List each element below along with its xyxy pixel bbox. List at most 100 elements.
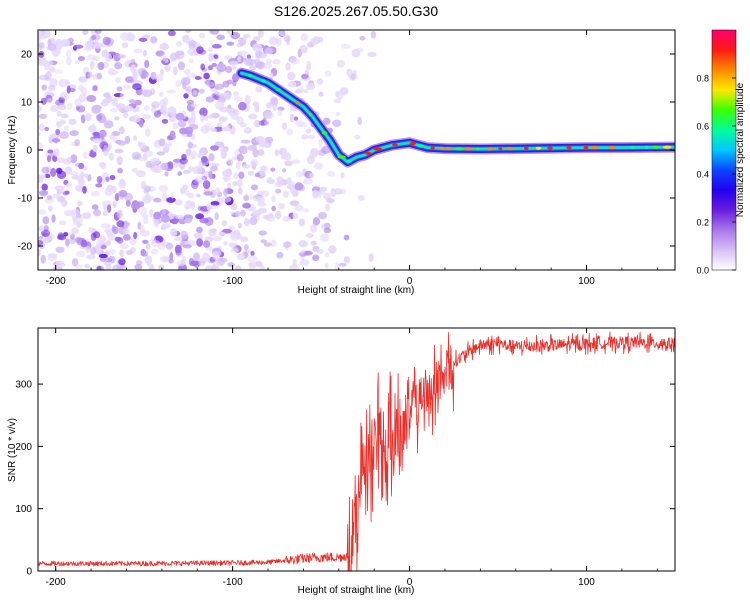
spectrogram-noise-blob: [299, 259, 310, 266]
spectrogram-x-tick-label: 0: [407, 276, 413, 287]
snr-y-tick-label: 100: [15, 504, 32, 515]
snr-x-tick-label: 100: [578, 577, 595, 588]
spectrogram-noise-blob: [161, 214, 170, 223]
spectrogram-noise-blob: [193, 232, 202, 238]
spectrogram-noise-blob: [158, 184, 169, 192]
spectrogram-noise-blob: [251, 184, 258, 191]
spectrogram-noise-blob: [208, 170, 213, 180]
spectrogram-noise-blob: [309, 172, 315, 179]
colorbar-tick-label: 0.6: [696, 122, 709, 132]
spectrogram-noise-blob: [214, 212, 219, 221]
spectrogram-noise-blob: [283, 241, 292, 249]
spectrogram-noise-blob: [54, 69, 63, 74]
spectrogram-noise-blob: [166, 89, 177, 94]
spectrogram-noise-blob: [71, 227, 79, 235]
spectrogram-noise-blob: [333, 98, 342, 104]
spectrogram-noise-blob: [183, 203, 192, 210]
spectrogram-noise-blob: [38, 132, 42, 137]
spectrogram-noise-blob: [47, 43, 57, 52]
spectrogram-noise-blob: [270, 239, 277, 247]
spectrogram-noise-blob: [82, 30, 89, 36]
spectrogram-noise-blob: [48, 84, 56, 91]
spectrogram-noise-blob: [264, 112, 275, 119]
spectrogram-signal-peak: [444, 147, 453, 151]
spectrogram-noise-blob: [71, 258, 79, 267]
spectrogram-noise-blob: [66, 85, 71, 94]
spectrogram-noise-blob: [159, 43, 170, 50]
spectrogram-noise-blob: [285, 62, 291, 71]
spectrogram-noise-blob: [123, 111, 129, 119]
spectrogram-noise-blob: [173, 236, 182, 242]
spectrogram-noise-blob: [105, 176, 110, 182]
spectrogram-noise-blob: [204, 123, 213, 131]
spectrogram-signal-peak: [455, 147, 464, 151]
spectrogram-noise-blob: [280, 154, 288, 160]
spectrogram-noise-blob: [47, 98, 53, 104]
spectrogram-signal-peak: [275, 88, 281, 92]
spectrogram-noise-blob: [242, 202, 251, 209]
spectrogram-noise-blob: [158, 264, 165, 270]
spectrogram-noise-blob: [177, 120, 187, 128]
spectrogram-noise-blob: [191, 110, 196, 116]
spectrogram-noise-blob: [210, 145, 219, 151]
spectrogram-noise-blob: [161, 223, 172, 229]
spectrogram-noise-blob: [299, 122, 308, 128]
spectrogram-noise-blob: [123, 105, 134, 112]
spectrogram-noise-blob: [227, 158, 234, 165]
spectrogram-noise-blob: [159, 255, 170, 263]
spectrogram-noise-blob: [249, 216, 258, 226]
spectrogram-noise-blob: [116, 86, 123, 92]
spectrogram-noise-blob: [130, 33, 136, 40]
spectrogram-noise-blob: [104, 53, 113, 62]
spectrogram-noise-blob: [183, 93, 189, 99]
spectrogram-noise-blob: [151, 101, 160, 109]
spectrogram-noise-blob: [291, 159, 301, 164]
spectrogram-noise-blob: [208, 65, 213, 71]
spectrogram-noise-blob: [289, 200, 300, 207]
spectrogram-noise-blob: [172, 66, 178, 76]
spectrogram-noise-blob: [114, 116, 120, 121]
spectrogram-noise-blob: [93, 42, 103, 49]
spectrogram-noise-blob: [258, 140, 269, 148]
spectrogram-noise-blob: [76, 213, 82, 218]
spectrogram-noise-blob: [165, 242, 174, 250]
spectrogram-noise-blob: [182, 81, 187, 90]
spectrogram-noise-blob: [96, 72, 103, 80]
spectrogram-noise-blob: [260, 165, 267, 171]
spectrogram-noise-blob: [287, 71, 296, 81]
spectrogram-noise-blob: [268, 36, 279, 45]
spectrogram-noise-blob: [231, 65, 237, 70]
spectrogram-noise-blob: [47, 252, 58, 262]
spectrogram-noise-blob: [59, 91, 67, 99]
spectrogram-noise-blob: [205, 96, 215, 103]
spectrogram-noise-blob: [190, 103, 198, 108]
spectrogram-signal-peak: [308, 112, 312, 116]
spectrogram-noise-blob: [252, 101, 259, 107]
spectrogram-noise-blob: [310, 240, 317, 246]
spectrogram-noise-blob: [46, 195, 53, 200]
spectrogram-noise-blob: [312, 189, 319, 199]
spectrogram-noise-blob: [282, 190, 289, 198]
spectrogram-noise-blob: [216, 63, 226, 70]
spectrogram-noise-blob: [301, 73, 309, 80]
spectrogram-noise-blob: [252, 148, 259, 158]
spectrogram-noise-blob: [340, 43, 351, 49]
spectrogram-noise-blob: [334, 262, 340, 270]
spectrogram-signal-peak: [566, 146, 572, 150]
spectrogram-noise-blob: [76, 105, 86, 113]
spectrogram-noise-blob: [277, 108, 283, 117]
spectrogram-noise-blob: [264, 120, 270, 126]
spectrogram-noise-blob: [188, 165, 194, 173]
spectrogram-signal-peak: [438, 146, 444, 150]
spectrogram-noise-blob: [85, 245, 91, 253]
spectrogram-noise-blob: [180, 187, 186, 195]
spectrogram-y-ticks: -20 -10 0 10 20: [18, 50, 675, 253]
spectrogram-noise-blob: [252, 43, 263, 52]
spectrogram-noise-blob: [257, 149, 265, 156]
spectrogram-signal-peak: [261, 79, 266, 83]
spectrogram-noise-blob: [58, 220, 67, 226]
spectrogram-noise-blob: [282, 216, 292, 222]
spectrogram-noise-blob: [224, 65, 233, 74]
spectrogram-noise-blob: [203, 191, 214, 196]
spectrogram-noise-blob: [210, 127, 217, 133]
